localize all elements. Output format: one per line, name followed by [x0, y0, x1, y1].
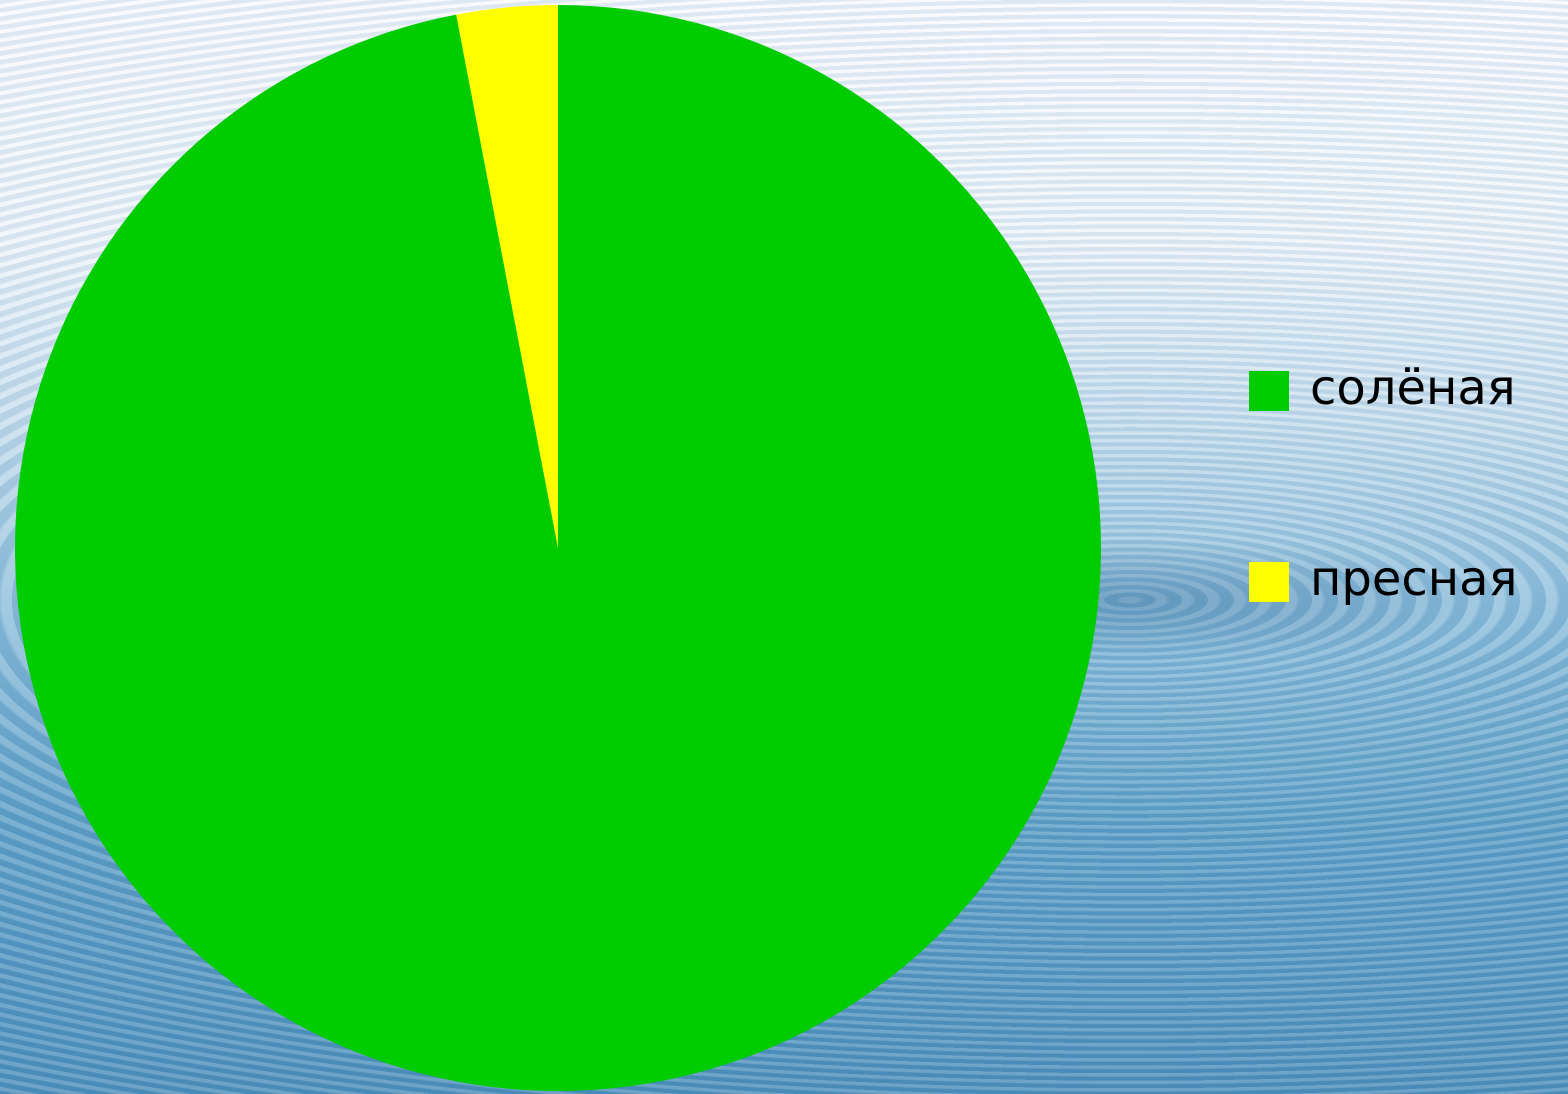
pie-slice	[456, 4, 558, 548]
legend-label: пресная	[1310, 551, 1517, 607]
legend-swatch	[1249, 562, 1289, 602]
legend-label: солёная	[1310, 360, 1516, 416]
pie-slice	[15, 5, 1102, 1091]
legend-swatch	[1249, 371, 1289, 411]
